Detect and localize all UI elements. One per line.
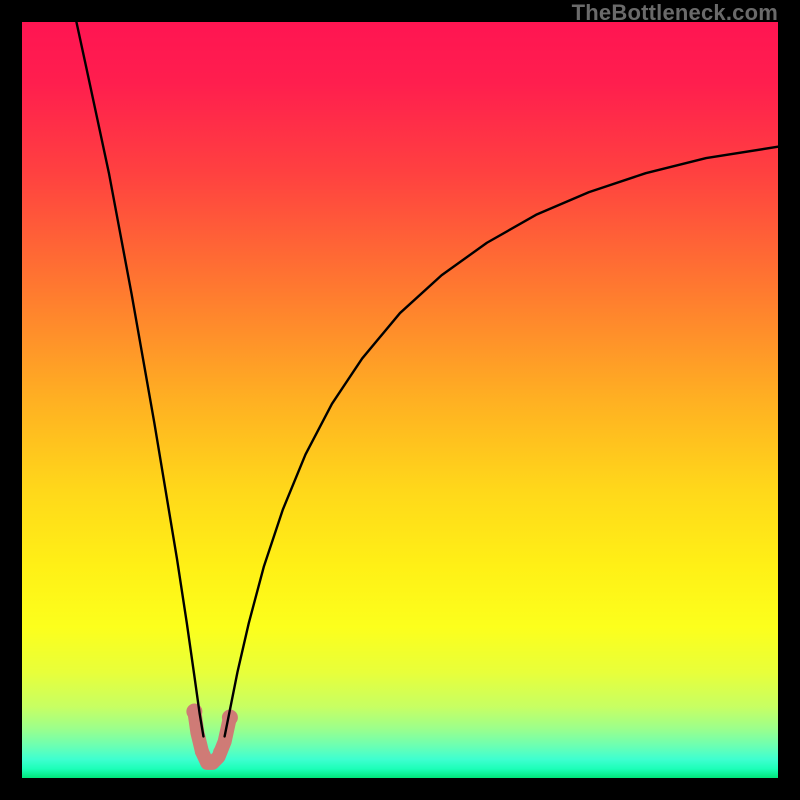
chart-frame: TheBottleneck.com: [0, 0, 800, 800]
dip-dot: [213, 745, 227, 759]
watermark-text: TheBottleneck.com: [572, 0, 778, 26]
chart-svg: [0, 0, 800, 800]
dip-dot: [195, 745, 209, 759]
gradient-background: [22, 22, 778, 778]
